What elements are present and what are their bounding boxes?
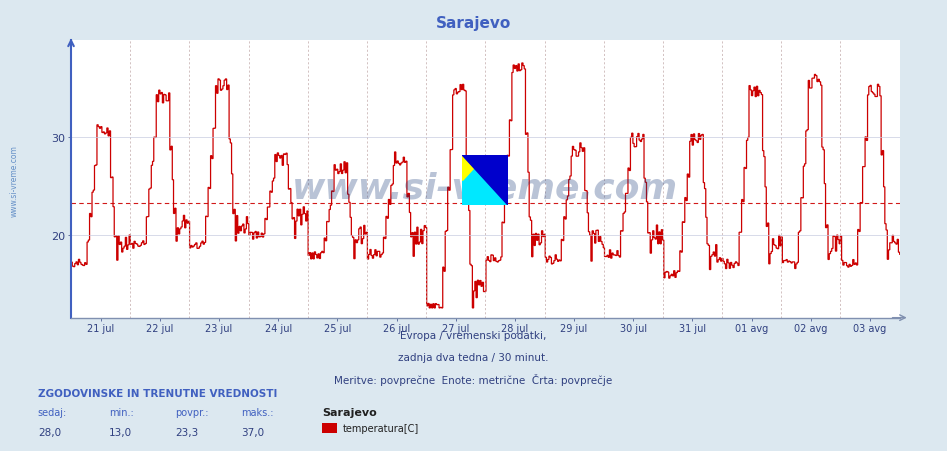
Polygon shape [462,156,485,180]
Text: 23,3: 23,3 [175,427,199,437]
Text: 37,0: 37,0 [241,427,264,437]
Text: Sarajevo: Sarajevo [436,16,511,31]
Text: temperatura[C]: temperatura[C] [343,423,420,433]
Text: 13,0: 13,0 [109,427,132,437]
Text: zadnja dva tedna / 30 minut.: zadnja dva tedna / 30 minut. [399,352,548,362]
Text: sedaj:: sedaj: [38,407,67,417]
Text: Meritve: povprečne  Enote: metrične  Črta: povprečje: Meritve: povprečne Enote: metrične Črta:… [334,373,613,386]
Text: Sarajevo: Sarajevo [322,407,377,417]
Text: maks.:: maks.: [241,407,274,417]
Polygon shape [462,156,508,205]
Text: povpr.:: povpr.: [175,407,208,417]
Text: min.:: min.: [109,407,134,417]
Text: www.si-vreme.com: www.si-vreme.com [293,170,678,205]
Text: Evropa / vremenski podatki,: Evropa / vremenski podatki, [401,330,546,340]
Text: www.si-vreme.com: www.si-vreme.com [9,144,19,216]
Text: 28,0: 28,0 [38,427,61,437]
Text: ZGODOVINSKE IN TRENUTNE VREDNOSTI: ZGODOVINSKE IN TRENUTNE VREDNOSTI [38,388,277,398]
Polygon shape [462,156,508,205]
